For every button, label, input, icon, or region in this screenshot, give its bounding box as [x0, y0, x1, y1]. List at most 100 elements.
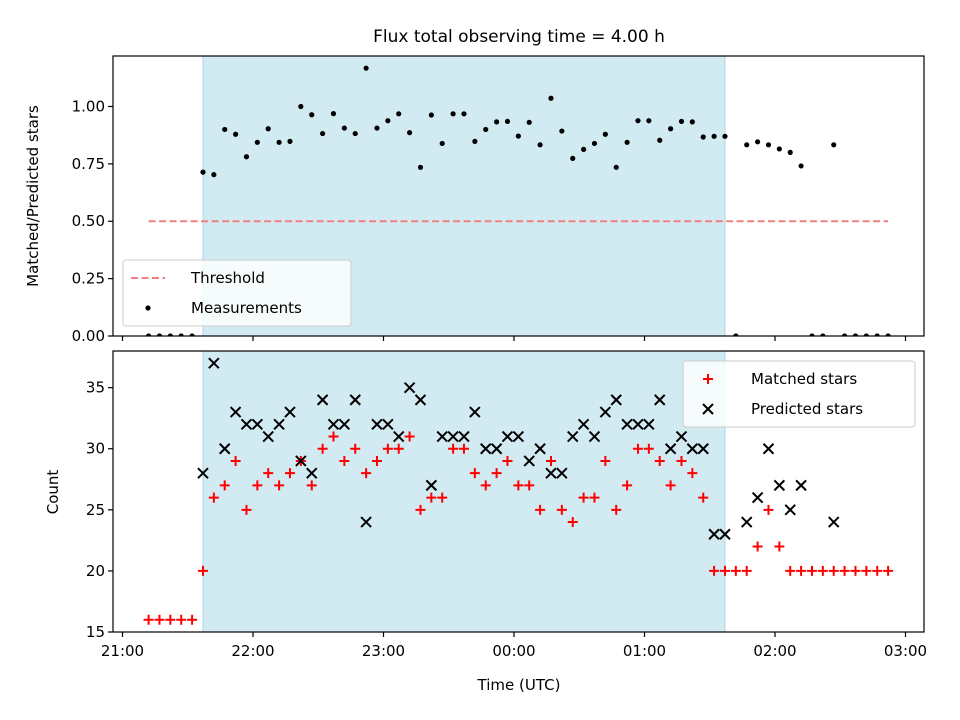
matched-star-point [480, 480, 491, 491]
predicted-star-point [382, 418, 394, 431]
chart-title: Flux total observing time = 4.00 h [373, 27, 665, 47]
matched-star-point [709, 565, 720, 576]
matched-star-point [491, 468, 502, 479]
matched-star-point [437, 492, 448, 503]
predicted-star-point [784, 504, 796, 516]
matched-star-point [687, 468, 698, 479]
measurement-point [167, 333, 173, 336]
y-tick-label: 35 [86, 379, 105, 397]
measurement-point [254, 139, 260, 145]
x-axis-label: Time (UTC) [477, 676, 561, 694]
predicted-star-point [610, 394, 622, 406]
measurement-point [591, 140, 598, 147]
matched-star-point [469, 468, 480, 479]
legend: Threshold Measurements [122, 259, 352, 327]
measurement-point [559, 128, 565, 134]
measurement-point [330, 111, 337, 117]
matched-star-point [796, 565, 807, 576]
observing-window-band [202, 350, 726, 633]
y-tick-label: 0.00 [72, 327, 105, 345]
bottom-y-axis-label: Count [44, 470, 62, 515]
predicted-star-point [599, 406, 612, 418]
measurement-point [461, 111, 467, 117]
predicted-star-point [719, 528, 731, 540]
measurement-point [809, 333, 815, 336]
measurement-point [635, 118, 641, 124]
predicted-star-point [251, 418, 264, 431]
y-tick-label: 20 [86, 562, 105, 580]
top-panel: 0.00 0.25 0.50 0.75 1.00 Threshold Measurement… [72, 55, 925, 345]
matched-star-point [458, 443, 469, 454]
top-y-axis-label: Matched/Predicted stars [24, 105, 42, 287]
predicted-star-point [349, 394, 361, 406]
measurement-point [428, 112, 434, 118]
measurement-point [178, 333, 184, 336]
measurement-point [243, 154, 250, 160]
matched-star-point [252, 480, 263, 491]
matched-star-point [274, 480, 285, 491]
measurement-point [722, 133, 728, 139]
x-tick-label: 22:00 [231, 642, 274, 660]
measurement-point [863, 333, 869, 336]
measurement-point [385, 118, 391, 124]
measurement-point [711, 133, 717, 139]
predicted-star-point [219, 443, 231, 455]
measurement-point [320, 130, 326, 137]
measurement-point [211, 172, 217, 178]
legend: Matched stars Predicted stars [682, 360, 916, 428]
matched-star-point [763, 504, 774, 515]
predicted-star-point [208, 357, 220, 369]
measurement-point [885, 333, 891, 336]
measurement-point [439, 140, 445, 147]
matched-star-point [535, 504, 546, 515]
predicted-star-point [686, 443, 699, 455]
matched-star-point [284, 468, 295, 479]
measurement-point [755, 139, 761, 145]
bottom-panel: 15 20 25 30 35 21:00 22:00 23:00 00:00 01:00 02:00… [86, 350, 927, 660]
predicted-star-point [621, 418, 633, 431]
predicted-star-point [229, 406, 242, 418]
predicted-star-point [295, 455, 307, 467]
y-tick-label: 15 [86, 623, 105, 641]
matched-star-point [187, 614, 198, 625]
legend-label: Threshold [190, 269, 265, 287]
predicted-star-point [284, 406, 296, 418]
matched-star-point [698, 492, 709, 503]
measurement-point [156, 333, 163, 336]
predicted-star-point [425, 479, 438, 492]
matched-star-point [404, 431, 415, 442]
matched-star-point [219, 480, 230, 491]
matched-star-point [263, 468, 274, 479]
data-marks [143, 357, 894, 625]
legend-label: Predicted stars [751, 400, 863, 418]
measurement-point [472, 138, 478, 144]
predicted-star-point [327, 418, 340, 431]
matched-star-point [567, 517, 578, 528]
matched-star-point [632, 443, 643, 454]
matched-star-point [426, 492, 437, 503]
measurement-point [363, 65, 369, 71]
matched-star-point [241, 504, 252, 515]
matched-star-point [513, 480, 524, 491]
measurement-point [515, 133, 521, 139]
matched-star-point [850, 565, 861, 576]
y-tick-label: 25 [86, 501, 105, 519]
matched-star-point [730, 565, 741, 576]
measurement-point [570, 155, 576, 161]
y-tick-label: 0.75 [72, 155, 105, 173]
measurement-point [200, 169, 206, 175]
predicted-star-point [556, 467, 568, 479]
measurement-point [820, 333, 826, 336]
measurement-point [657, 137, 663, 143]
measurement-point [581, 146, 587, 153]
legend-predicted-swatch [702, 403, 714, 415]
predicted-star-point [501, 430, 514, 443]
predicted-star-point [523, 455, 535, 467]
legend-box [122, 259, 352, 327]
matched-star-point [676, 455, 687, 466]
measurement-point [417, 164, 424, 170]
matched-star-point [741, 565, 752, 576]
predicted-star-point [795, 479, 807, 492]
predicted-star-point [414, 394, 427, 406]
predicted-star-point [632, 418, 644, 431]
